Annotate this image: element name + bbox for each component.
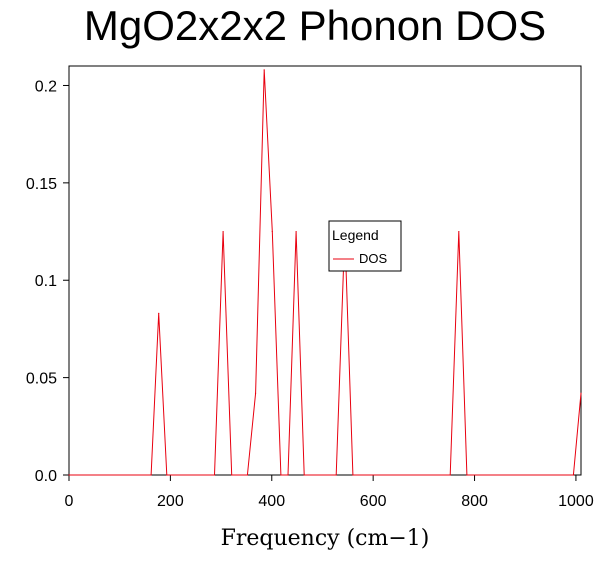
data-point-0-19 [458, 230, 460, 233]
legend-entry-dos: DOS [359, 251, 388, 266]
axes: 0 200 400 600 800 1000 0.0 0.05 0.1 0.15 0.2 [26, 78, 594, 510]
data-point-0-22 [580, 392, 582, 394]
data-point-0-10 [271, 230, 273, 233]
x-tick-label-2: 400 [258, 493, 285, 510]
data-point-0-7 [246, 474, 249, 476]
data-point-0-11 [280, 474, 282, 476]
x-tick-label-3: 600 [360, 493, 387, 510]
data-point-0-13 [295, 230, 297, 233]
y-tick-label-4: 0.2 [35, 78, 57, 95]
x-axis-label: Frequency (cm−1) [221, 526, 430, 551]
data-point-0-0 [68, 474, 70, 476]
data-point-0-3 [166, 474, 168, 476]
data-point-0-4 [213, 474, 216, 476]
data-point-0-1 [150, 474, 152, 476]
y-tick-label-2: 0.1 [35, 273, 57, 290]
plot-frame [68, 65, 582, 476]
x-tick-label-0: 0 [65, 493, 74, 510]
data-point-0-18 [449, 474, 451, 476]
series-layer [68, 69, 582, 476]
y-tick-label-1: 0.05 [26, 371, 57, 388]
data-point-0-14 [303, 474, 305, 476]
data-point-0-20 [466, 474, 468, 476]
legend-title: Legend [332, 227, 379, 243]
data-point-0-6 [231, 474, 233, 476]
chart-title: MgO2x2x2 Phonon DOS [84, 2, 546, 49]
x-tick-label-5: 1000 [558, 493, 594, 510]
data-point-0-17 [352, 474, 354, 476]
data-point-0-9 [263, 69, 265, 71]
y-tick-label-3: 0.15 [26, 176, 57, 193]
legend: Legend DOS [328, 220, 402, 272]
data-point-0-12 [287, 474, 289, 476]
x-tick-label-1: 200 [157, 493, 184, 510]
data-point-0-15 [335, 474, 337, 476]
data-point-0-8 [254, 392, 257, 394]
data-point-0-5 [222, 230, 224, 233]
legend-box [328, 220, 402, 272]
data-point-0-21 [572, 474, 574, 476]
x-tick-label-4: 800 [461, 493, 488, 510]
data-point-0-2 [158, 312, 160, 314]
y-tick-label-0: 0.0 [35, 468, 57, 485]
